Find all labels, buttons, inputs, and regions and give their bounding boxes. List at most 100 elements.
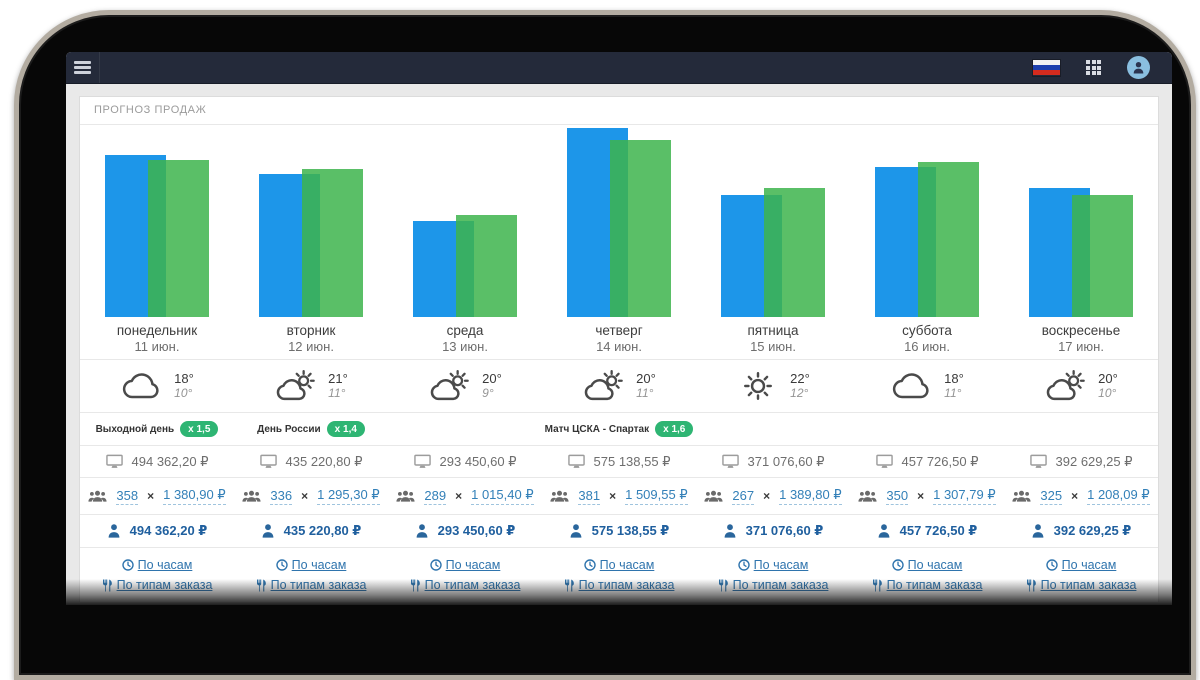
detail-links-cell: По часам По типам заказа — [696, 547, 850, 602]
hamburger-menu-button[interactable] — [66, 52, 100, 83]
multiplier-badge: x 1,4 — [326, 420, 365, 438]
by-hours-link[interactable]: По часам — [891, 558, 962, 572]
person-icon — [261, 524, 275, 538]
day-label: пятница 15 июн. — [696, 317, 850, 359]
weather-sun-cloud-icon — [1044, 369, 1088, 403]
by-order-type-link[interactable]: По типам заказа — [718, 578, 828, 592]
chart-bars — [234, 125, 388, 317]
avg-check-link[interactable]: 1 389,80 ₽ — [779, 487, 842, 505]
day-name: суббота — [902, 323, 952, 338]
guests-icon — [242, 490, 261, 503]
guests-cell: 350 × 1 307,79 ₽ — [850, 477, 1004, 514]
multiply-sign: × — [301, 489, 309, 503]
forecast-total: 293 450,60 ₽ — [439, 453, 517, 469]
by-hours-link[interactable]: По часам — [121, 558, 192, 572]
by-hours-link[interactable]: По часам — [583, 558, 654, 572]
forecast-total-cell: 457 726,50 ₽ — [850, 445, 1004, 477]
temp-low: 11° — [636, 386, 654, 400]
event-cell — [388, 412, 542, 445]
forecast-total-cell: 371 076,60 ₽ — [696, 445, 850, 477]
forecast-total: 435 220,80 ₽ — [285, 453, 363, 469]
avg-check-link[interactable]: 1 307,79 ₽ — [933, 487, 996, 505]
per-person-cell: 392 629,25 ₽ — [1004, 514, 1158, 547]
avg-check-link[interactable]: 1 208,09 ₽ — [1087, 487, 1150, 505]
detail-links-cell: По часам По типам заказа — [542, 547, 696, 602]
clock-icon — [583, 559, 596, 571]
by-order-type-link[interactable]: По типам заказа — [102, 578, 212, 592]
by-hours-link[interactable]: По часам — [429, 558, 500, 572]
weather-cell: 21° 11° — [234, 359, 388, 412]
chart-bars — [388, 125, 542, 317]
page-title: ПРОГНОЗ ПРОДАЖ — [80, 97, 1158, 125]
by-hours-link[interactable]: По часам — [1045, 558, 1116, 572]
clock-icon — [275, 559, 288, 571]
guest-count-link[interactable]: 267 — [732, 487, 755, 505]
clock-icon — [429, 559, 442, 571]
day-date: 15 июн. — [750, 339, 796, 354]
clock-icon — [737, 559, 750, 571]
temp-low: 10° — [1098, 386, 1117, 400]
weather-cell: 20° 11° — [542, 359, 696, 412]
weather-sun-cloud-icon — [582, 369, 626, 403]
guest-count-link[interactable]: 336 — [270, 487, 293, 505]
cutlery-icon — [564, 579, 574, 591]
by-order-type-link[interactable]: По типам заказа — [1026, 578, 1136, 592]
forecast-total: 392 629,25 ₽ — [1055, 453, 1133, 469]
forecast-bar-green — [1072, 195, 1133, 317]
temp-high: 22° — [790, 371, 810, 386]
russian-flag-icon[interactable] — [1033, 59, 1060, 76]
by-order-type-link[interactable]: По типам заказа — [564, 578, 674, 592]
guest-count-link[interactable]: 381 — [578, 487, 601, 505]
temp-high: 20° — [482, 371, 502, 386]
monitor-icon — [413, 454, 431, 469]
day-label: четверг 14 июн. — [542, 317, 696, 359]
cutlery-icon — [410, 579, 420, 591]
forecast-total: 457 726,50 ₽ — [901, 453, 979, 469]
avg-check-link[interactable]: 1 380,90 ₽ — [163, 487, 226, 505]
apps-grid-icon[interactable] — [1086, 60, 1101, 75]
avg-check-link[interactable]: 1 015,40 ₽ — [471, 487, 534, 505]
forecast-total-cell: 494 362,20 ₽ — [80, 445, 234, 477]
guest-count-link[interactable]: 325 — [1040, 487, 1063, 505]
detail-links-cell: По часам По типам заказа — [234, 547, 388, 602]
avg-check-link[interactable]: 1 295,30 ₽ — [317, 487, 380, 505]
temp-low: 12° — [790, 386, 809, 400]
temp-high: 20° — [636, 371, 656, 386]
chart-bars — [850, 125, 1004, 317]
page-body: ПРОГНОЗ ПРОДАЖ понедельник 11 июн. 18° 1… — [66, 84, 1172, 602]
by-hours-link[interactable]: По часам — [275, 558, 346, 572]
guest-count-link[interactable]: 358 — [116, 487, 139, 505]
forecast-total: 371 076,60 ₽ — [747, 453, 825, 469]
per-person-cell: 575 138,55 ₽ — [542, 514, 696, 547]
by-order-type-link[interactable]: По типам заказа — [872, 578, 982, 592]
multiply-sign: × — [147, 489, 155, 503]
day-label: понедельник 11 июн. — [80, 317, 234, 359]
multiply-sign: × — [455, 489, 463, 503]
monitor-icon — [875, 454, 893, 469]
event-label: Матч ЦСКА - Спартак — [544, 423, 650, 435]
monitor-icon — [1029, 454, 1047, 469]
day-label: суббота 16 июн. — [850, 317, 1004, 359]
weather-cell: 20° 10° — [1004, 359, 1158, 412]
forecast-bar-green — [302, 169, 363, 317]
per-person-cell: 435 220,80 ₽ — [234, 514, 388, 547]
by-order-type-link[interactable]: По типам заказа — [256, 578, 366, 592]
day-label: воскресенье 17 июн. — [1004, 317, 1158, 359]
day-name: вторник — [286, 323, 336, 338]
avg-check-link[interactable]: 1 509,55 ₽ — [625, 487, 688, 505]
guests-cell: 325 × 1 208,09 ₽ — [1004, 477, 1158, 514]
forecast-bar-green — [764, 188, 825, 317]
detail-links-cell: По часам По типам заказа — [850, 547, 1004, 602]
by-hours-link[interactable]: По часам — [737, 558, 808, 572]
guest-count-link[interactable]: 350 — [886, 487, 909, 505]
by-order-type-link[interactable]: По типам заказа — [410, 578, 520, 592]
temp-low: 9° — [482, 386, 494, 400]
user-avatar[interactable] — [1127, 56, 1150, 79]
guests-cell: 267 × 1 389,80 ₽ — [696, 477, 850, 514]
person-icon — [415, 524, 429, 538]
guest-count-link[interactable]: 289 — [424, 487, 447, 505]
detail-links-cell: По часам По типам заказа — [1004, 547, 1158, 602]
weather-cell: 22° 12° — [696, 359, 850, 412]
per-person-total: 293 450,60 ₽ — [437, 523, 516, 538]
person-icon — [569, 524, 583, 538]
